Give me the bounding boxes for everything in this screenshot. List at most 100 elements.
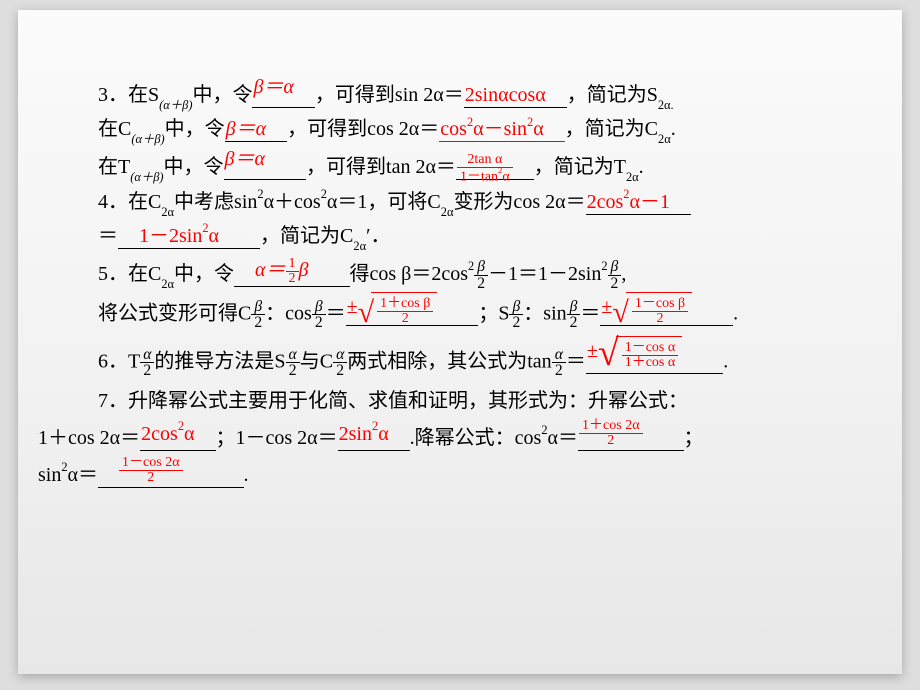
answer-frac: 1－cos 2α2 bbox=[119, 456, 183, 485]
t: ＝ bbox=[566, 350, 586, 372]
t: ＝ bbox=[580, 302, 600, 324]
p7-line1: 7．升降幂公式主要用于化简、求值和证明，其形式为：升幂公式： bbox=[98, 386, 822, 417]
blank: β＝α bbox=[252, 84, 314, 108]
t: ＝ bbox=[326, 302, 346, 324]
frac: β2 bbox=[509, 299, 523, 331]
answer: ±√1－cos β2 bbox=[601, 296, 692, 318]
t: 7．升降幂公式主要用于化简、求值和证明，其形式为：升幂公式： bbox=[98, 390, 688, 412]
answer: 1－2sin2α bbox=[139, 225, 219, 247]
t: α＋cos bbox=[264, 191, 321, 213]
t: . bbox=[244, 464, 249, 486]
sub: 2α bbox=[626, 170, 639, 184]
answer: ±√1＋cos β2 bbox=[347, 296, 438, 318]
sup: 2 bbox=[321, 187, 327, 201]
frac: β2 bbox=[251, 299, 265, 331]
t: ＝ bbox=[98, 225, 118, 247]
sup: 2 bbox=[468, 259, 474, 273]
blank: α＝12β bbox=[234, 263, 349, 287]
sup: 2 bbox=[601, 259, 607, 273]
t: . bbox=[723, 350, 728, 372]
blank: 2sin2α bbox=[338, 427, 410, 451]
t: α＝ bbox=[68, 464, 98, 486]
sub: 2α bbox=[353, 239, 366, 253]
t: ，简记为S bbox=[567, 84, 658, 106]
answer: β＝α bbox=[226, 118, 266, 140]
t: α＝ bbox=[548, 427, 578, 449]
blank: 1－2sin2α bbox=[118, 225, 260, 249]
t: ，简记为C bbox=[260, 225, 353, 247]
blank: β＝α bbox=[225, 118, 287, 142]
sub: (α＋β) bbox=[159, 98, 192, 112]
answer: α＝12β bbox=[255, 259, 308, 281]
frac: α2 bbox=[333, 347, 347, 379]
sub: 2α bbox=[441, 205, 454, 219]
t: sin bbox=[38, 464, 61, 486]
t: ； bbox=[684, 427, 704, 449]
blank: ±√1＋cos β2 bbox=[346, 302, 479, 326]
blank: 2cos2α bbox=[140, 427, 215, 451]
frac: β2 bbox=[312, 299, 326, 331]
blank: cos2α－sin2α bbox=[439, 118, 564, 142]
blank: 2sinαcosα bbox=[464, 84, 567, 108]
sup: 2 bbox=[541, 423, 547, 437]
t: 在C bbox=[98, 118, 131, 140]
slide-page: 3．在S(α＋β)中，令β＝α ，可得到sin 2α＝2sinαcosα ，简记… bbox=[18, 10, 902, 674]
frac: α2 bbox=[552, 347, 566, 379]
t: 中，令 bbox=[192, 84, 252, 106]
t: ，可得到tan 2α＝ bbox=[306, 156, 456, 178]
sub: 2α bbox=[161, 277, 174, 291]
blank: 2tan α1－tan2α bbox=[456, 156, 534, 180]
t: ，简记为C bbox=[565, 118, 658, 140]
t: ，可得到cos 2α＝ bbox=[287, 118, 439, 140]
blank: β＝α bbox=[224, 156, 306, 180]
sub: (α＋β) bbox=[130, 170, 163, 184]
t: 中考虑sin bbox=[174, 191, 257, 213]
t: . bbox=[671, 118, 676, 140]
t: 5．在C bbox=[98, 263, 161, 285]
t: 中，令 bbox=[165, 118, 225, 140]
frac: α2 bbox=[286, 347, 300, 379]
t: α＝1，可将C bbox=[327, 191, 441, 213]
sub: 2α. bbox=[658, 98, 674, 112]
t: 中，令 bbox=[164, 156, 224, 178]
sub: (α＋β) bbox=[131, 132, 164, 146]
t: 得cos β＝2cos bbox=[350, 263, 469, 285]
p3-line3: 在T(α＋β)中，令β＝α ，可得到tan 2α＝2tan α1－tan2α ，… bbox=[98, 152, 822, 184]
t: 在T bbox=[98, 156, 130, 178]
t: 变形为cos 2α＝ bbox=[453, 191, 585, 213]
answer: 2cos2α－1 bbox=[587, 191, 670, 213]
t: 的推导方法是S bbox=[154, 350, 285, 372]
p3-line1: 3．在S(α＋β)中，令β＝α ，可得到sin 2α＝2sinαcosα ，简记… bbox=[98, 80, 822, 112]
answer: β＝α bbox=[253, 76, 293, 98]
sub: 2α bbox=[161, 205, 174, 219]
sup: 2 bbox=[61, 460, 67, 474]
answer-frac: 1＋cos 2α2 bbox=[579, 419, 643, 448]
answer: β＝α bbox=[225, 148, 265, 170]
sup: 2 bbox=[257, 187, 263, 201]
answer: cos2α－sin2α bbox=[440, 118, 543, 140]
t: ：sin bbox=[523, 302, 566, 324]
answer: 2sin2α bbox=[339, 423, 389, 445]
t: . bbox=[733, 302, 738, 324]
t: 与C bbox=[300, 350, 333, 372]
t: . bbox=[639, 156, 644, 178]
t: ，可得到sin 2α＝ bbox=[315, 84, 464, 106]
t: 6．T bbox=[98, 350, 140, 372]
p7-line3: sin2α＝ 1－cos 2α2 . bbox=[38, 460, 822, 491]
t: .降幂公式：cos bbox=[410, 427, 542, 449]
t: 中，令 bbox=[174, 263, 234, 285]
answer: ±√1－cos α1＋cos α bbox=[587, 340, 682, 362]
p3-line2: 在C(α＋β)中，令β＝α ，可得到cos 2α＝cos2α－sin2α ，简记… bbox=[98, 114, 822, 146]
sub: 2α bbox=[658, 132, 671, 146]
frac: β2 bbox=[567, 299, 581, 331]
frac: β2 bbox=[474, 259, 488, 291]
t: 将公式变形可得C bbox=[98, 302, 251, 324]
t: ：cos bbox=[265, 302, 312, 324]
answer: 2sinαcosα bbox=[465, 84, 546, 106]
blank: ±√1－cos α1＋cos α bbox=[586, 350, 723, 374]
t: 3．在S bbox=[98, 84, 159, 106]
blank: 1＋cos 2α2 bbox=[578, 427, 684, 451]
t: 两式相除，其公式为tan bbox=[347, 350, 551, 372]
p6-line: 6．Tα2的推导方法是Sα2与Cα2两式相除，其公式为tanα2＝±√1－cos… bbox=[98, 346, 822, 380]
p7-line2: 1＋cos 2α＝2cos2α ；1－cos 2α＝2sin2α .降幂公式：c… bbox=[38, 423, 822, 454]
